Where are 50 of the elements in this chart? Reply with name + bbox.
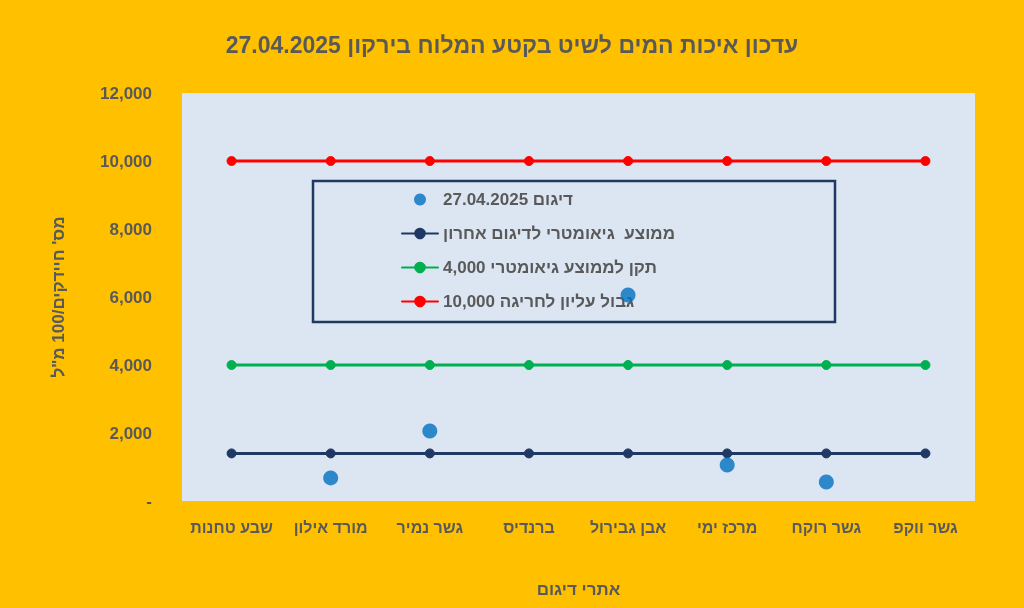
point	[325, 360, 336, 370]
point	[623, 156, 634, 166]
x-tick-label: גשר ווקפ	[893, 518, 958, 536]
point	[325, 448, 336, 459]
x-tick-label: ברנדיס	[503, 518, 555, 536]
point	[523, 360, 534, 370]
point	[424, 360, 435, 370]
point	[818, 474, 834, 490]
legend-label: תקן לממוצע גיאומטרי 4,000	[443, 258, 657, 277]
point	[821, 448, 832, 459]
chart-title: עדכון איכות המים לשיט בקטע המלוח בירקון 27.04.2025	[225, 31, 799, 58]
point	[226, 448, 237, 459]
x-tick-label: מרכז ימי	[696, 518, 758, 536]
x-axis-title: אתרי דיגום	[536, 580, 621, 599]
x-tick-label: אבן גבירול	[589, 518, 667, 536]
point	[821, 156, 832, 166]
x-tick-label: שבע טחנות	[190, 518, 273, 536]
point	[226, 360, 237, 370]
y-tick-label: 10,000	[100, 151, 152, 171]
point	[424, 156, 435, 166]
point	[226, 156, 237, 166]
legend-label: דיגום 27.04.2025	[443, 190, 574, 209]
point	[920, 360, 931, 370]
legend-label: ממוצע גיאומטרי לדיגום אחרון	[443, 224, 676, 243]
point	[523, 156, 534, 166]
point	[722, 448, 733, 459]
y-tick-label: 4,000	[109, 355, 152, 375]
point	[325, 156, 336, 166]
y-tick-label: 12,000	[100, 83, 152, 103]
point	[920, 448, 931, 459]
point	[722, 360, 733, 370]
point	[323, 470, 339, 486]
x-tick-label: גשר רוקח	[791, 518, 862, 536]
y-tick-label: -	[146, 491, 152, 511]
point	[623, 360, 634, 370]
y-tick-label: 2,000	[109, 423, 152, 443]
point	[920, 156, 931, 166]
point	[523, 448, 534, 459]
point	[424, 448, 435, 459]
y-tick-label: 8,000	[109, 219, 152, 239]
point	[422, 423, 438, 439]
point	[719, 457, 735, 473]
point	[821, 360, 832, 370]
x-tick-label: גשר נמיר	[396, 518, 464, 536]
y-tick-label: 6,000	[109, 287, 152, 307]
y-axis-title: מס' חיידקים/100 מ"ל	[49, 216, 68, 378]
legend-label: גבול עליון לחריגה 10,000	[443, 292, 635, 311]
point	[722, 156, 733, 166]
point	[623, 448, 634, 459]
x-tick-label: מורד אילון	[293, 518, 368, 536]
